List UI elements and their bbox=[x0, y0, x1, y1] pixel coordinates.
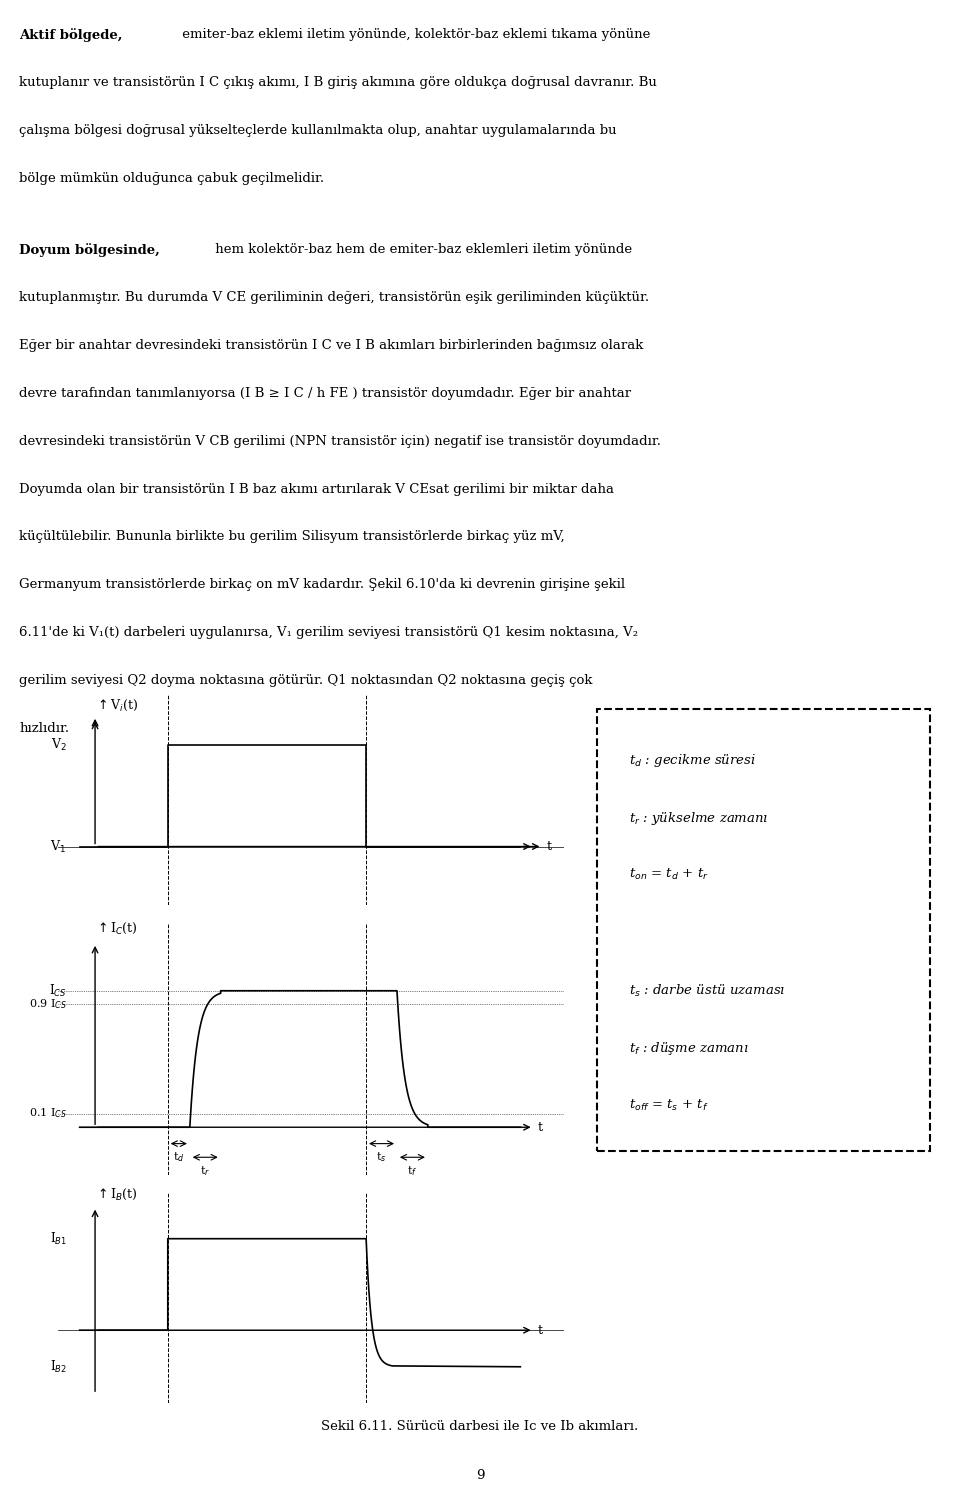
Text: küçültülebilir. Bununla birlikte bu gerilim Silisyum transistörlerde birkaç yüz : küçültülebilir. Bununla birlikte bu geri… bbox=[19, 530, 564, 543]
Text: $\uparrow$V$_i$(t): $\uparrow$V$_i$(t) bbox=[95, 697, 138, 714]
Text: t$_{off}$ = t$_s$ + t$_f$: t$_{off}$ = t$_s$ + t$_f$ bbox=[629, 1099, 708, 1114]
Text: 9: 9 bbox=[476, 1468, 484, 1482]
Text: hızlıdır.: hızlıdır. bbox=[19, 721, 69, 735]
Text: Doyumda olan bir transistörün I B baz akımı artırılarak V CEsat gerilimi bir mik: Doyumda olan bir transistörün I B baz ak… bbox=[19, 483, 614, 495]
Text: I$_{B1}$: I$_{B1}$ bbox=[50, 1231, 66, 1246]
Text: t$_d$: t$_d$ bbox=[173, 1150, 184, 1165]
Text: V$_2$: V$_2$ bbox=[51, 736, 66, 753]
Text: I$_{B2}$: I$_{B2}$ bbox=[50, 1358, 66, 1375]
Text: t$_s$: t$_s$ bbox=[376, 1150, 387, 1165]
Text: 6.11'de ki V₁(t) darbeleri uygulanırsa, V₁ gerilim seviyesi transistörü Q1 kesim: 6.11'de ki V₁(t) darbeleri uygulanırsa, … bbox=[19, 626, 638, 638]
Text: t$_f$ : düşme zamanı: t$_f$ : düşme zamanı bbox=[629, 1040, 748, 1058]
Text: t$_f$: t$_f$ bbox=[407, 1163, 418, 1179]
Text: V$_1$: V$_1$ bbox=[51, 839, 66, 854]
Text: t$_{on}$ = t$_d$ + t$_r$: t$_{on}$ = t$_d$ + t$_r$ bbox=[629, 868, 708, 883]
Text: emiter-baz eklemi iletim yönünde, kolektör-baz eklemi tıkama yönüne: emiter-baz eklemi iletim yönünde, kolekt… bbox=[178, 29, 650, 41]
Text: kutuplanmıştır. Bu durumda V CE geriliminin değeri, transistörün eşik gerilimind: kutuplanmıştır. Bu durumda V CE gerilimi… bbox=[19, 291, 649, 305]
Text: Sekil 6.11. Sürücü darbesi ile Ic ve Ib akımları.: Sekil 6.11. Sürücü darbesi ile Ic ve Ib … bbox=[322, 1420, 638, 1432]
Text: t: t bbox=[547, 841, 552, 853]
Text: I$_{CS}$: I$_{CS}$ bbox=[49, 982, 66, 999]
Text: 0.9 I$_{CS}$: 0.9 I$_{CS}$ bbox=[29, 997, 66, 1011]
Text: $\uparrow$I$_C$(t): $\uparrow$I$_C$(t) bbox=[95, 920, 138, 936]
Text: devre tarafından tanımlanıyorsa (I B ≥ I C / h FE ) transistör doyumdadır. Eğer : devre tarafından tanımlanıyorsa (I B ≥ I… bbox=[19, 386, 632, 400]
Text: hem kolektör-baz hem de emiter-baz eklemleri iletim yönünde: hem kolektör-baz hem de emiter-baz eklem… bbox=[211, 243, 633, 257]
Text: t$_r$: t$_r$ bbox=[201, 1163, 210, 1179]
Text: çalışma bölgesi doğrusal yükselteçlerde kullanılmakta olup, anahtar uygulamaları: çalışma bölgesi doğrusal yükselteçlerde … bbox=[19, 124, 617, 137]
Text: kutuplanır ve transistörün I C çıkış akımı, I B giriş akımına göre oldukça doğru: kutuplanır ve transistörün I C çıkış akı… bbox=[19, 75, 657, 89]
Text: $\uparrow$I$_B$(t): $\uparrow$I$_B$(t) bbox=[95, 1188, 137, 1203]
Text: bölge mümkün olduğunca çabuk geçilmelidir.: bölge mümkün olduğunca çabuk geçilmelidi… bbox=[19, 172, 324, 184]
Text: t$_s$ : darbe üstü uzaması: t$_s$ : darbe üstü uzaması bbox=[629, 982, 785, 999]
Text: t: t bbox=[538, 1121, 543, 1133]
Text: t: t bbox=[538, 1323, 543, 1337]
Text: devresindeki transistörün V CB gerilimi (NPN transistör için) negatif ise transi: devresindeki transistörün V CB gerilimi … bbox=[19, 435, 661, 448]
Text: 0.1 I$_{CS}$: 0.1 I$_{CS}$ bbox=[29, 1106, 66, 1121]
Text: t$_r$ : yükselme zamanı: t$_r$ : yükselme zamanı bbox=[629, 809, 768, 827]
Text: Doyum bölgesinde,: Doyum bölgesinde, bbox=[19, 243, 160, 258]
Text: Germanyum transistörlerde birkaç on mV kadardır. Şekil 6.10'da ki devrenin giriş: Germanyum transistörlerde birkaç on mV k… bbox=[19, 578, 625, 592]
Text: Eğer bir anahtar devresindeki transistörün I C ve I B akımları birbirlerinden ba: Eğer bir anahtar devresindeki transistör… bbox=[19, 340, 643, 352]
Text: Aktif bölgede,: Aktif bölgede, bbox=[19, 29, 123, 42]
Text: gerilim seviyesi Q2 doyma noktasına götürür. Q1 noktasından Q2 noktasına geçiş ç: gerilim seviyesi Q2 doyma noktasına götü… bbox=[19, 673, 592, 687]
Text: t$_d$ : gecikme süresi: t$_d$ : gecikme süresi bbox=[629, 751, 756, 770]
